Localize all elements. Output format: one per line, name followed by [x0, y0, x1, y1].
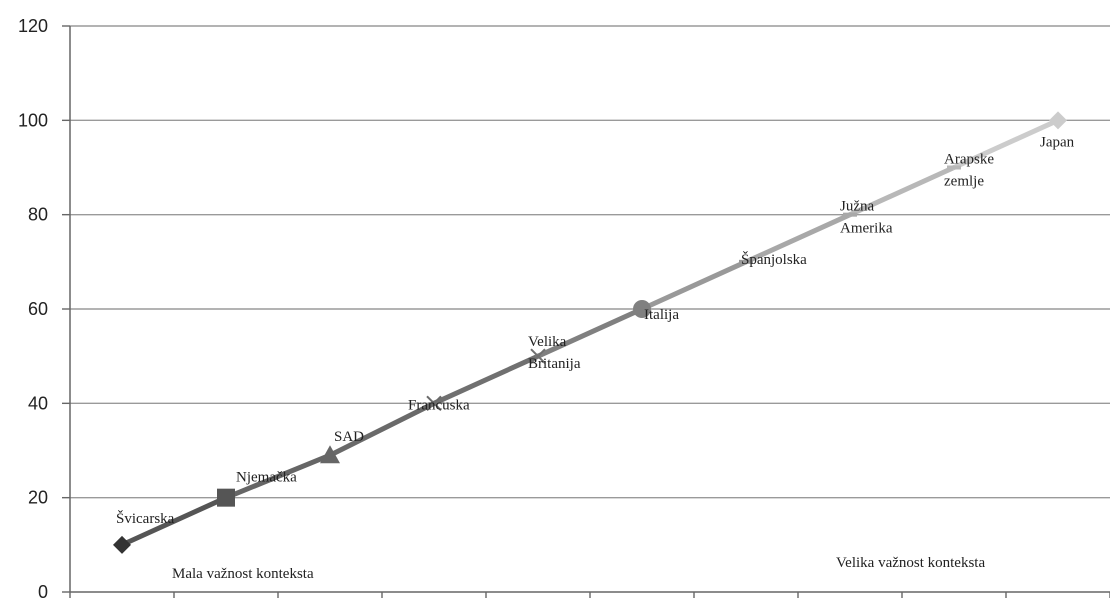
- line-segment: [327, 400, 437, 458]
- line-segment: [119, 495, 229, 548]
- data-label: Francuska: [408, 397, 470, 413]
- marker-sad: [320, 445, 340, 464]
- gridlines: [70, 25, 1110, 499]
- line-segment: [847, 165, 957, 218]
- y-tick-label: 0: [38, 582, 48, 598]
- y-tick-label: 60: [28, 299, 48, 319]
- marker-italija: [633, 300, 651, 318]
- line-segment: [223, 452, 333, 501]
- line-segment: [951, 117, 1061, 170]
- marker-švicarska: [113, 535, 131, 554]
- marker-njemačka: [217, 488, 235, 507]
- series-line: [119, 117, 1061, 548]
- y-tick-label: 20: [28, 488, 48, 508]
- y-tick-label: 40: [28, 393, 48, 413]
- data-labels: Švicarska Njemačka SAD Francuska Velika Brita…: [116, 134, 1075, 527]
- annotation-left: Mala važnost konteksta: [172, 566, 314, 582]
- marker-japan: [1049, 111, 1067, 130]
- line-segment: [639, 259, 749, 312]
- marker-francuska: [426, 395, 442, 412]
- data-label: Italija: [644, 307, 679, 323]
- annotation-right: Velika važnost konteksta: [836, 555, 985, 571]
- data-markers: [113, 111, 1067, 554]
- data-label: SAD: [334, 429, 364, 445]
- data-label: Španjolska: [741, 251, 807, 268]
- y-tick-label: 120: [18, 16, 48, 36]
- data-label: Švicarska: [116, 510, 175, 527]
- line-segment: [431, 353, 541, 406]
- line-segment: [743, 212, 853, 265]
- y-tick-label: 80: [28, 205, 48, 225]
- data-label: Južna Amerika: [840, 199, 893, 237]
- data-label: Njemačka: [236, 470, 297, 486]
- axes: 0 20 40 60 80 100 120: [18, 16, 1110, 598]
- marker-velika-britanija: [530, 348, 546, 364]
- data-label: Japan: [1040, 134, 1075, 150]
- data-label: Arapske zemlje: [944, 152, 994, 190]
- data-label: Velika Britanija: [528, 334, 581, 372]
- y-tick-label: 100: [18, 110, 48, 130]
- line-segment: [535, 306, 645, 359]
